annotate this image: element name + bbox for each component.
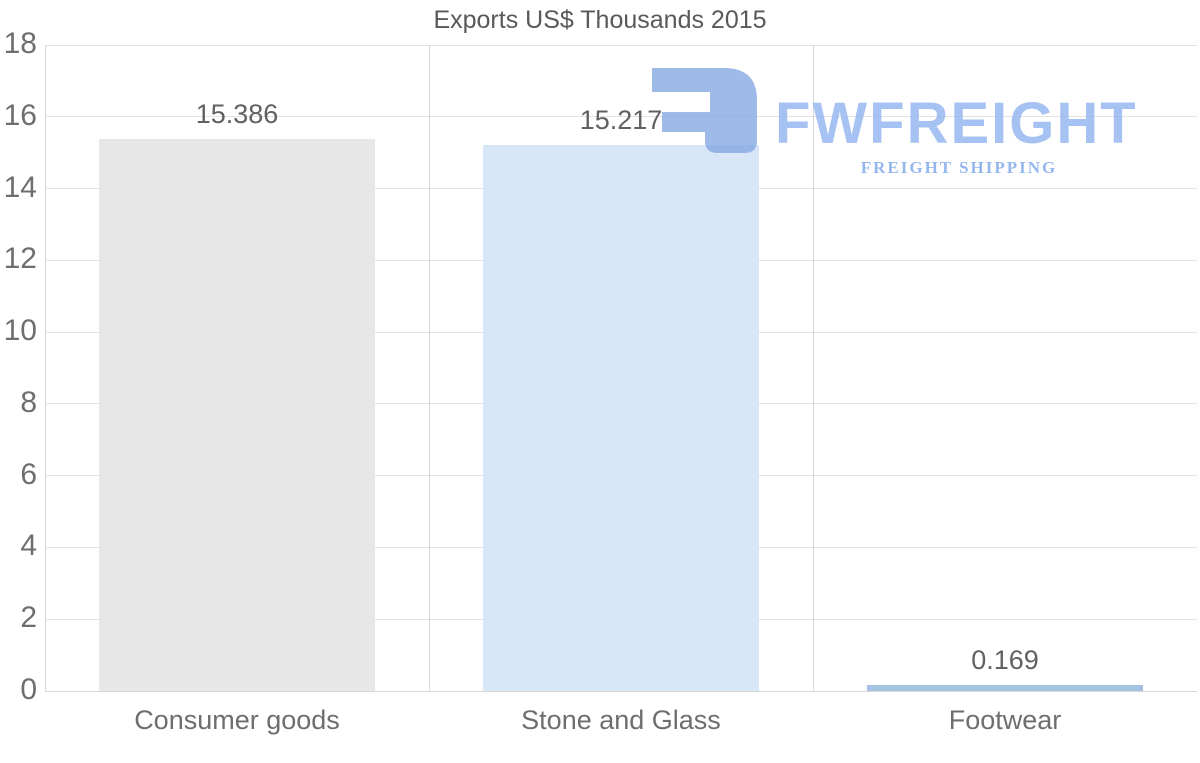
y-tick-label-10: 10 xyxy=(3,314,37,348)
x-axis-label-footwear: Footwear xyxy=(948,705,1062,735)
y-axis-line xyxy=(45,45,46,691)
gridline-y-16 xyxy=(45,116,1197,118)
bar-value-label-stone-and-glass: 15.217 xyxy=(579,105,663,135)
bar-footwear xyxy=(867,685,1143,691)
category-separator-2 xyxy=(812,45,814,691)
bar-stone-and-glass xyxy=(483,145,759,691)
chart-title: Exports US$ Thousands 2015 xyxy=(433,6,767,34)
y-tick-label-8: 8 xyxy=(20,385,37,419)
plot-area: 0 2 4 6 8 10 12 14 16 18 15.386 Consumer goods 15.21… xyxy=(4,29,1197,735)
y-tick-label-2: 2 xyxy=(20,601,37,635)
gridline-y-0 xyxy=(45,690,1197,692)
y-tick-label-18: 18 xyxy=(3,27,37,60)
category-separator-1 xyxy=(428,45,430,691)
gridline-y-18 xyxy=(45,44,1197,46)
y-tick-label-12: 12 xyxy=(3,242,37,276)
y-tick-label-4: 4 xyxy=(20,529,37,563)
y-tick-label-0: 0 xyxy=(20,673,37,706)
bar-value-label-consumer-goods: 15.386 xyxy=(195,99,279,129)
x-axis-label-consumer-goods: Consumer goods xyxy=(134,705,340,735)
y-tick-label-14: 14 xyxy=(3,170,37,204)
x-axis-label-stone-and-glass: Stone and Glass xyxy=(521,705,721,735)
bar-value-label-footwear: 0.169 xyxy=(971,645,1039,675)
y-tick-label-6: 6 xyxy=(20,457,37,491)
bar-consumer-goods xyxy=(99,139,375,691)
y-tick-label-16: 16 xyxy=(3,98,37,132)
